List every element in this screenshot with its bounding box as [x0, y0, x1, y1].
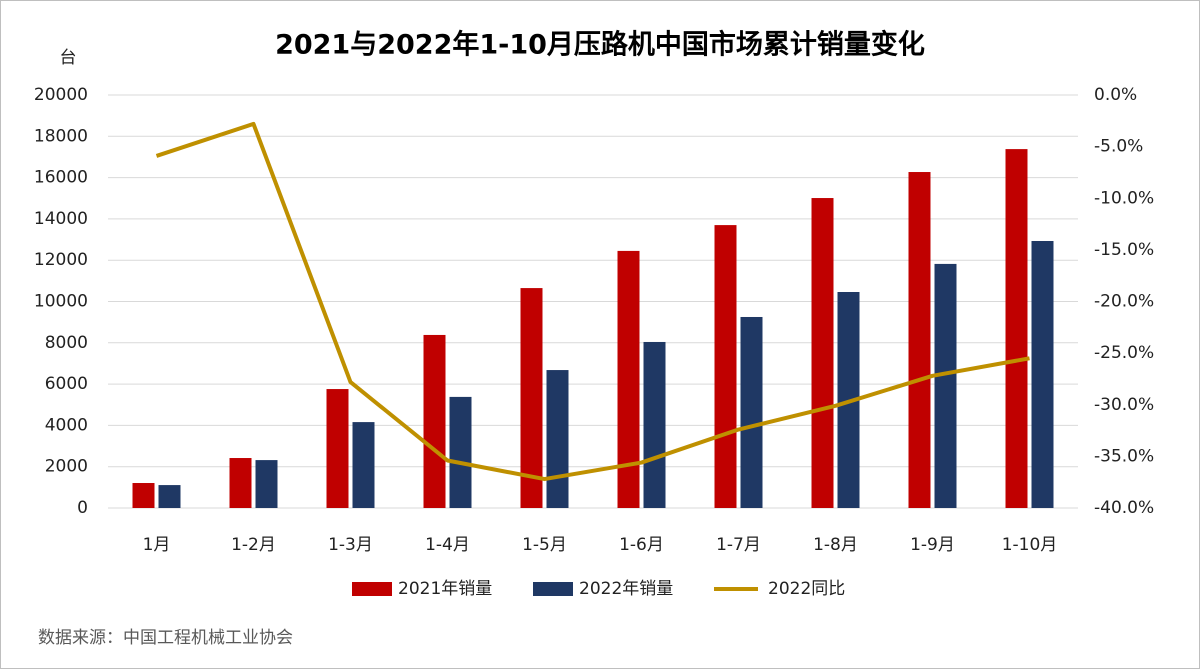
bar: [908, 172, 931, 508]
bar: [352, 422, 375, 508]
bar: [811, 198, 834, 508]
bar: [326, 389, 349, 508]
y2-tick-label: 0.0%: [1094, 85, 1137, 105]
bar: [423, 334, 446, 508]
x-tick-label: 1-10月: [1002, 535, 1058, 555]
bar: [934, 263, 957, 508]
y-tick-label: 6000: [45, 374, 88, 394]
bar: [617, 250, 640, 508]
bar: [132, 483, 155, 508]
x-tick-label: 1-9月: [910, 535, 955, 555]
bar: [714, 225, 737, 508]
legend-label: 2022年销量: [579, 579, 673, 599]
x-tick-label: 1-2月: [231, 535, 276, 555]
bar: [1005, 149, 1028, 508]
y-tick-label: 20000: [34, 85, 88, 105]
y-tick-label: 16000: [34, 168, 88, 188]
y2-tick-label: -25.0%: [1094, 343, 1154, 363]
y2-tick-label: -10.0%: [1094, 188, 1154, 208]
bar: [229, 458, 252, 508]
x-tick-label: 1月: [143, 535, 171, 555]
bar: [740, 316, 763, 508]
bar: [449, 396, 472, 508]
y-tick-label: 0: [77, 498, 88, 518]
y2-tick-label: -5.0%: [1094, 137, 1143, 157]
x-tick-label: 1-3月: [328, 535, 373, 555]
bar: [158, 485, 181, 508]
x-tick-label: 1-7月: [716, 535, 761, 555]
y-tick-label: 8000: [45, 333, 88, 353]
bar: [643, 341, 666, 508]
y2-tick-label: -15.0%: [1094, 240, 1154, 260]
y-tick-label: 14000: [34, 209, 88, 229]
y2-tick-label: -35.0%: [1094, 446, 1154, 466]
y2-tick-label: -30.0%: [1094, 395, 1154, 415]
x-tick-label: 1-8月: [813, 535, 858, 555]
source: 数据来源：中国工程机械工业协会: [38, 628, 293, 648]
line: [155, 121, 1030, 482]
legend-swatch: [533, 582, 573, 596]
x-tick-label: 1-4月: [425, 535, 470, 555]
y-tick-label: 12000: [34, 250, 88, 270]
chart-title: 2021与2022年1-10月压路机中国市场累计销量变化: [275, 29, 925, 61]
y-tick-label: 2000: [45, 457, 88, 477]
legend-swatch: [352, 582, 392, 596]
y-axis-label: 台: [60, 48, 77, 68]
bar: [1031, 240, 1054, 509]
x-tick-label: 1-6月: [619, 535, 664, 555]
legend-label: 2021年销量: [398, 579, 492, 599]
y2-tick-label: -20.0%: [1094, 292, 1154, 312]
x-tick-label: 1-5月: [522, 535, 567, 555]
y-tick-label: 10000: [34, 292, 88, 312]
y-tick-label: 4000: [45, 415, 88, 435]
bar: [255, 460, 278, 508]
legend-label: 2022同比: [768, 579, 845, 599]
y-tick-label: 18000: [34, 126, 88, 146]
y2-tick-label: -40.0%: [1094, 498, 1154, 518]
bar: [520, 288, 543, 508]
bar: [546, 370, 569, 508]
